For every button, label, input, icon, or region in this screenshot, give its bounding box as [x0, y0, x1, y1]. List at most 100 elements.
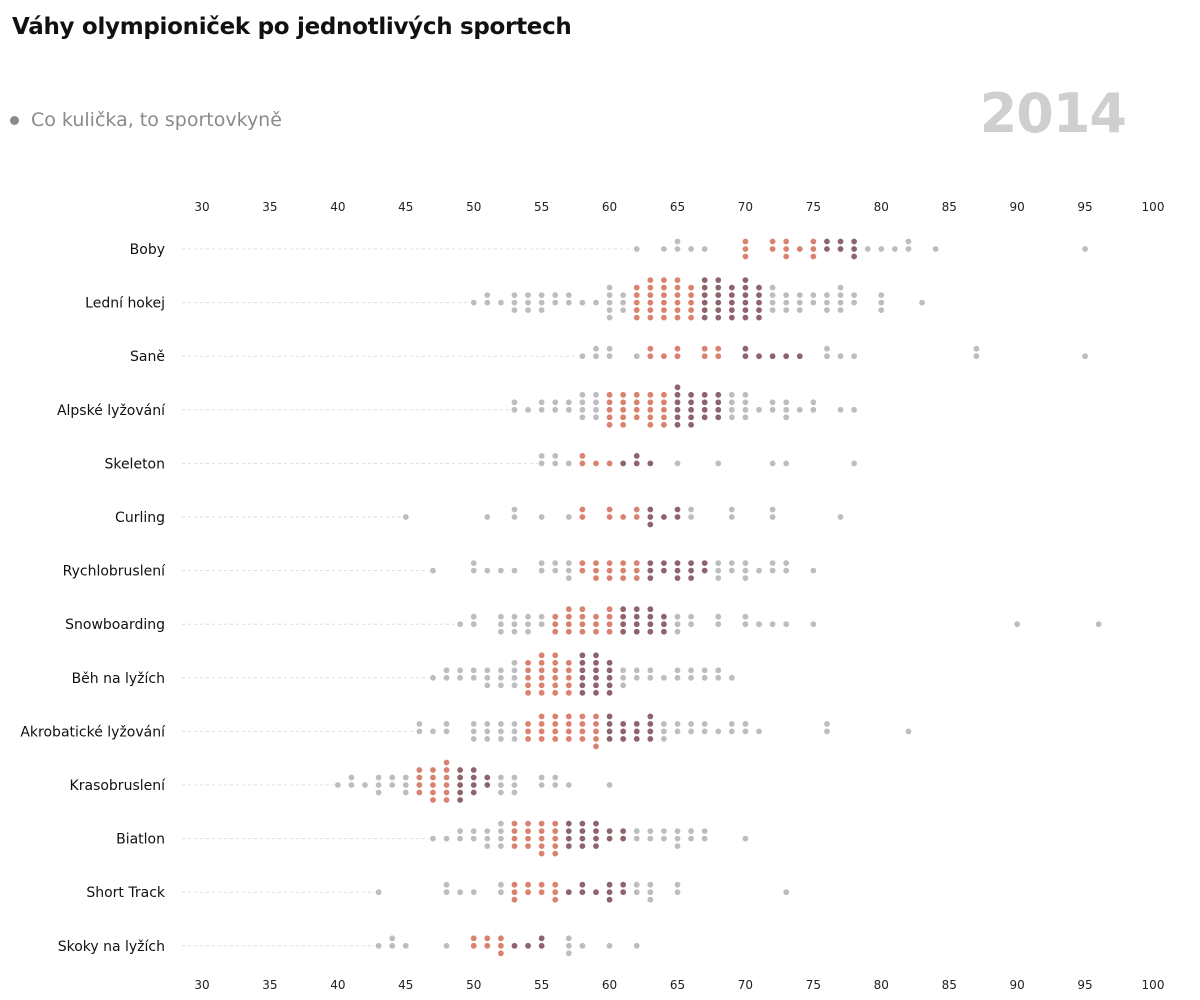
- sport-0-athlete-dot-15: [809, 245, 817, 253]
- sport-1-athlete-dot-56: [701, 299, 709, 307]
- sport-7-athlete-dot-58: [782, 620, 790, 628]
- sport-9-athlete-dot-54: [646, 712, 654, 720]
- sport-1-athlete-dot-28: [633, 291, 641, 299]
- sport-6-athlete-dot-51: [782, 567, 790, 575]
- sport-1-athlete-dot-7: [524, 299, 532, 307]
- sport-8-athlete-dot-48: [592, 659, 600, 667]
- sport-1-label: Lední hokej: [85, 296, 165, 312]
- sport-4-athlete-dot-14: [714, 459, 722, 467]
- sport-13-label: Skoky na lyžích: [58, 939, 165, 955]
- sport-8-athlete-dot-46: [592, 666, 600, 674]
- sport-8-athlete-dot-60: [633, 666, 641, 674]
- sport-7-athlete-dot-26: [592, 613, 600, 621]
- sport-11-athlete-dot-49: [646, 835, 654, 843]
- sport-8-athlete-dot-40: [578, 666, 586, 674]
- sport-9-athlete-dot-30: [565, 735, 573, 743]
- sport-11-athlete-dot-33: [565, 842, 573, 850]
- sport-3-athlete-dot-2: [524, 406, 532, 414]
- sport-1-athlete-dot-80: [755, 291, 763, 299]
- sport-11-athlete-dot-12: [497, 820, 505, 828]
- sport-11-label: Biatlon: [116, 832, 165, 848]
- sport-5-athlete-dot-22: [728, 505, 736, 513]
- bottom-tick-label-85: 85: [942, 978, 957, 992]
- sport-1-athlete-dot-23: [606, 314, 614, 322]
- sport-10-athlete-dot-16: [429, 781, 437, 789]
- sport-7-athlete-dot-33: [619, 613, 627, 621]
- sport-5-athlete-dot-16: [660, 513, 668, 521]
- sport-7-athlete-dot-45: [660, 613, 668, 621]
- sport-11-athlete-dot-26: [551, 835, 559, 843]
- sport-9-athlete-dot-11: [497, 727, 505, 735]
- sport-1-athlete-dot-26: [619, 306, 627, 314]
- sport-11-athlete-dot-51: [660, 835, 668, 843]
- sport-7-athlete-dot-37: [633, 613, 641, 621]
- sport-11-athlete-dot-18: [524, 827, 532, 835]
- sport-10-athlete-dot-20: [429, 796, 437, 804]
- sport-11-athlete-dot-7: [483, 827, 491, 835]
- sport-3-athlete-dot-19: [606, 413, 614, 421]
- sport-1-athlete-dot-98: [823, 306, 831, 314]
- sport-7-athlete-dot-57: [769, 620, 777, 628]
- sport-6-athlete-dot-28: [646, 559, 654, 567]
- sport-4-athlete-dot-1: [538, 452, 546, 460]
- sport-1-athlete-dot-61: [701, 276, 709, 284]
- sport-11-athlete-dot-43: [606, 835, 614, 843]
- sport-10-athlete-dot-34: [470, 788, 478, 796]
- sport-10-athlete-dot-36: [483, 781, 491, 789]
- sport-5-athlete-dot-3: [510, 505, 518, 513]
- sport-10-athlete-dot-27: [456, 781, 464, 789]
- sport-11-athlete-dot-23: [538, 842, 546, 850]
- sport-3-athlete-dot-73: [782, 413, 790, 421]
- sport-8-athlete-dot-71: [714, 666, 722, 674]
- sport-9-label: Akrobatické lyžování: [20, 724, 166, 740]
- sport-11-athlete-dot-57: [687, 827, 695, 835]
- top-tick-label-45: 45: [398, 200, 413, 214]
- sport-1-athlete-dot-36: [646, 314, 654, 322]
- sport-9-athlete-dot-23: [538, 712, 546, 720]
- top-tick-label-80: 80: [874, 200, 889, 214]
- sport-12-athlete-dot-16: [551, 896, 559, 904]
- sport-13-athlete-dot-1: [388, 942, 396, 950]
- sport-2-athlete-dot-12: [701, 345, 709, 353]
- sport-8-athlete-dot-42: [578, 659, 586, 667]
- sport-9-athlete-dot-2: [429, 727, 437, 735]
- sport-5-athlete-dot-5: [565, 513, 573, 521]
- sport-12-athlete-dot-27: [633, 881, 641, 889]
- sport-7-athlete-dot-10: [524, 613, 532, 621]
- sport-10-athlete-dot-46: [551, 781, 559, 789]
- sport-1-athlete-dot-108: [918, 299, 926, 307]
- sport-6-athlete-dot-41: [714, 559, 722, 567]
- sport-13-athlete-dot-3: [402, 942, 410, 950]
- sport-8-athlete-dot-63: [660, 674, 668, 682]
- sport-6-athlete-dot-48: [755, 567, 763, 575]
- sport-9-athlete-dot-25: [551, 720, 559, 728]
- sport-1-athlete-dot-11: [538, 291, 546, 299]
- sport-9-athlete-dot-12: [497, 720, 505, 728]
- sport-8-athlete-dot-14: [510, 666, 518, 674]
- sport-9-athlete-dot-52: [646, 720, 654, 728]
- sport-8-athlete-dot-13: [510, 674, 518, 682]
- sport-5-athlete-dot-6: [578, 513, 586, 521]
- sport-0-athlete-dot-25: [864, 245, 872, 253]
- sport-2-athlete-dot-11: [701, 352, 709, 360]
- sport-11-athlete-dot-20: [524, 820, 532, 828]
- sport-11-athlete-dot-15: [510, 842, 518, 850]
- sport-1-athlete-dot-8: [524, 291, 532, 299]
- sport-12-athlete-dot-21: [606, 888, 614, 896]
- sport-6-athlete-dot-1: [470, 567, 478, 575]
- sport-0-athlete-dot-10: [769, 238, 777, 246]
- sport-1-athlete-dot-96: [823, 299, 831, 307]
- sport-0-athlete-dot-9: [769, 245, 777, 253]
- sport-7-athlete-dot-36: [633, 620, 641, 628]
- sport-1-athlete-dot-52: [687, 291, 695, 299]
- sport-11-athlete-dot-59: [701, 827, 709, 835]
- sport-6-athlete-dot-9: [551, 559, 559, 567]
- sport-9-athlete-dot-66: [728, 720, 736, 728]
- sport-9-athlete-dot-58: [673, 727, 681, 735]
- sport-9-athlete-dot-1: [415, 720, 423, 728]
- sport-13-athlete-dot-20: [606, 942, 614, 950]
- sport-1-athlete-dot-13: [551, 299, 559, 307]
- sport-2-athlete-dot-26: [972, 345, 980, 353]
- sport-1-athlete-dot-82: [755, 284, 763, 292]
- sport-3-athlete-dot-29: [633, 413, 641, 421]
